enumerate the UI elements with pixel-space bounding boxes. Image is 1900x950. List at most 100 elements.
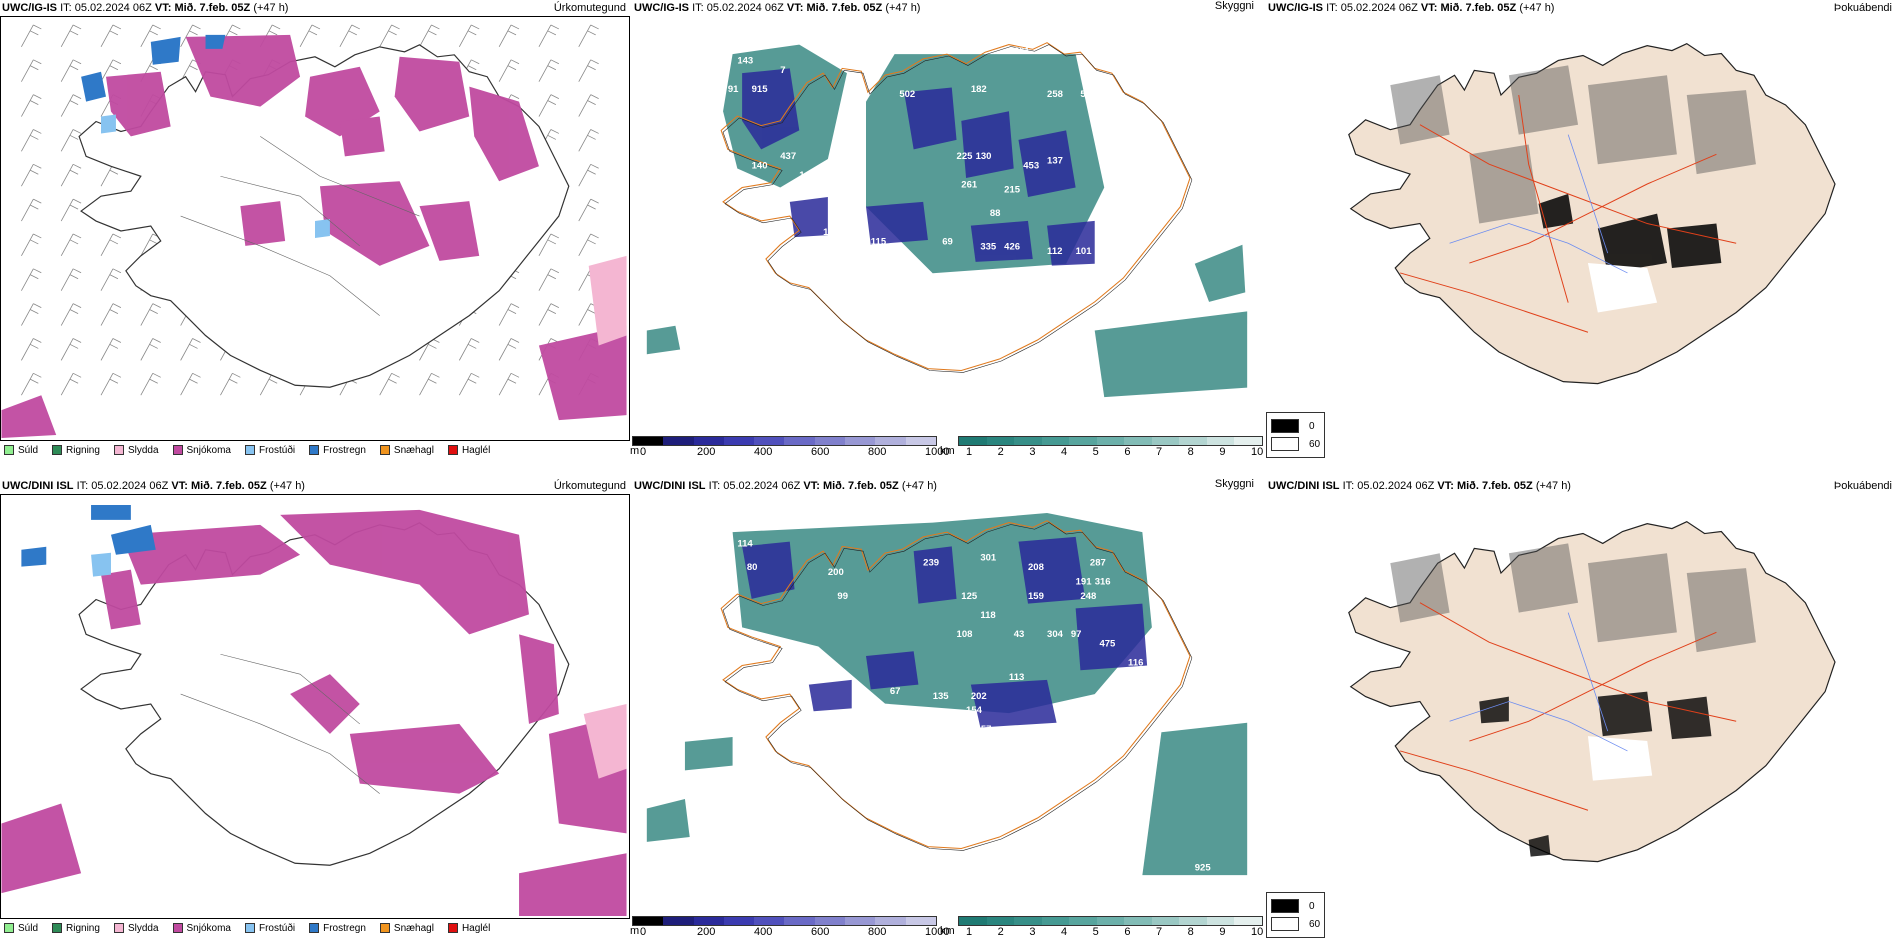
- wind-barb: [60, 24, 82, 48]
- legend-label: Haglél: [461, 444, 491, 456]
- scale-tick: 9: [1219, 926, 1226, 938]
- legend-item: Súld: [4, 923, 38, 934]
- legend-label: Snæhagl: [393, 444, 434, 456]
- scale-tick: 3: [1029, 926, 1036, 938]
- legend-label: Slydda: [127, 922, 159, 934]
- visibility-value-label: 116: [1080, 724, 1095, 735]
- wind-barb: [60, 59, 82, 82]
- scale-unit-m: m: [630, 445, 640, 457]
- wind-barb: [379, 372, 400, 396]
- panel-title: UWC/IG-IS IT: 05.02.2024 06Z VT: Mið. 7.…: [634, 2, 921, 14]
- wind-barb: [578, 233, 599, 257]
- visibility-value-label: 69: [942, 237, 953, 248]
- visibility-value-label: 301: [980, 553, 997, 564]
- wind-barb: [458, 24, 480, 48]
- legend-label: Frostregn: [323, 922, 366, 934]
- visibility-value-label: 502: [899, 89, 915, 100]
- scale-segment: [959, 917, 987, 925]
- legend-label: Rigning: [66, 444, 100, 456]
- visibility-panel-row1: UWC/IG-IS IT: 05.02.2024 06Z VT: Mið. 7.…: [632, 0, 1264, 470]
- wind-barb: [578, 198, 599, 222]
- visibility-value-label: 165: [1147, 643, 1164, 654]
- visibility-value-label: 426: [1004, 241, 1020, 252]
- visibility-value-label: 140: [752, 160, 768, 171]
- scale-segment: [784, 437, 815, 445]
- legend-label: Frostúði: [258, 922, 296, 934]
- wind-barb: [100, 233, 122, 257]
- legend-label: Snjókoma: [186, 922, 231, 934]
- precip-type-panel-row2: UWC/DINI ISL IT: 05.02.2024 06Z VT: Mið.…: [0, 478, 630, 948]
- visibility-value-label: 80: [747, 562, 758, 573]
- legend-swatch: [172, 923, 183, 933]
- visibility-value-label: 160: [852, 258, 868, 269]
- scale-tick: 0: [640, 926, 647, 938]
- legend-item: Snæhagl: [379, 444, 434, 456]
- visibility-value-label: 182: [971, 84, 987, 95]
- wind-barb: [21, 233, 42, 257]
- precip-legend: Súld Rigning Slydda Snjókoma Frostúði Frostre…: [4, 442, 490, 458]
- wind-barb: [100, 59, 122, 82]
- scale-tick: 2: [997, 926, 1004, 938]
- legend-swatch: [309, 923, 320, 933]
- visibility-value-label: 43: [1014, 629, 1025, 640]
- scale-tick: 0: [640, 446, 647, 458]
- panel-type-label: Úrkomutegund: [553, 2, 626, 14]
- visibility-value-label: 125: [961, 591, 978, 602]
- legend-label: Snjókoma: [186, 444, 231, 456]
- wind-barb: [458, 372, 480, 396]
- scale-tick: 5: [1092, 446, 1099, 458]
- scale-segment: [754, 437, 785, 445]
- scale-tick: 7: [1156, 446, 1163, 458]
- panel-title: UWC/DINI ISL IT: 05.02.2024 06Z VT: Mið.…: [634, 480, 937, 492]
- visibility-value-label: 157: [976, 724, 992, 735]
- visibility-value-label: 239: [923, 557, 939, 568]
- visibility-value-label: 115: [871, 237, 887, 248]
- visibility-value-label: 437: [780, 151, 796, 162]
- scale-segment: [875, 917, 906, 925]
- panel-title: UWC/DINI ISL IT: 05.02.2024 06Z VT: Mið.…: [2, 480, 305, 492]
- panel-title: UWC/IG-IS IT: 05.02.2024 06Z VT: Mið. 7.…: [1268, 2, 1555, 14]
- scale-segment: [986, 917, 1015, 925]
- legend-label: Haglél: [461, 922, 491, 934]
- fog-map: [1266, 494, 1896, 919]
- visibility-value-label: 248: [1080, 591, 1096, 602]
- wind-barb: [60, 94, 82, 117]
- visibility-value-label: 202: [971, 691, 987, 702]
- legend-swatch: [379, 445, 390, 455]
- visibility-value-label: 88: [990, 208, 1001, 219]
- fog-panel-row1: UWC/IG-IS IT: 05.02.2024 06Z VT: Mið. 7.…: [1266, 0, 1900, 470]
- scale-tick: 1: [966, 446, 973, 458]
- scale-tick: 6: [1124, 926, 1131, 938]
- wind-barb: [379, 24, 400, 48]
- wind-barb: [299, 24, 321, 48]
- wind-barb: [21, 303, 42, 326]
- vis-scale-km-row2: 1 2 3 4 5 6 7 8 9 10 km: [940, 916, 1263, 946]
- visibility-value-label: 97: [1071, 629, 1082, 640]
- scale-tick: 6: [1124, 446, 1131, 458]
- scale-tick: 3: [1029, 446, 1036, 458]
- legend-item: Rigning: [52, 445, 100, 456]
- visibility-value-label: 258: [1047, 89, 1063, 100]
- legend-label: Súld: [18, 444, 39, 456]
- visibility-value-label: 253: [1114, 724, 1130, 735]
- scale-tick: 9: [1219, 446, 1226, 458]
- wind-barb: [100, 24, 122, 48]
- visibility-value-label: 135: [933, 691, 950, 702]
- wind-barb: [498, 372, 520, 396]
- visibility-value-label: 118: [980, 610, 995, 621]
- legend-swatch: [447, 445, 458, 455]
- wind-barb: [498, 24, 520, 48]
- wind-barb: [578, 24, 599, 48]
- visibility-value-label: 81: [847, 184, 858, 195]
- scale-segment: [1124, 437, 1152, 445]
- legend-item: Snæhagl: [379, 923, 434, 934]
- scale-segment: [905, 917, 936, 925]
- scale-segment: [1179, 917, 1207, 925]
- scale-tick: 8: [1187, 926, 1194, 938]
- scale-segment: [1151, 917, 1180, 925]
- visibility-value-label: 915: [752, 84, 769, 95]
- scale-tick: 800: [868, 926, 887, 938]
- visibility-value-label: 108: [957, 629, 973, 640]
- scale-segment: [633, 437, 664, 445]
- legend-item: Snjókoma: [172, 444, 231, 456]
